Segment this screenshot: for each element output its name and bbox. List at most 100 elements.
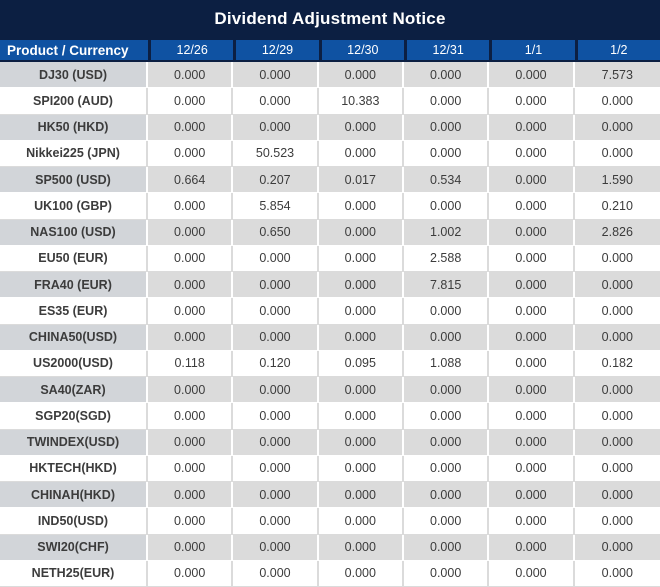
value-cell: 0.000 <box>148 377 234 404</box>
value-cell: 0.000 <box>318 62 404 89</box>
table-row: SA40(ZAR) 0.000 0.000 0.000 0.000 0.000 0.000 <box>0 377 660 404</box>
value-cell: 0.000 <box>318 140 404 167</box>
value-cell: 0.000 <box>148 219 234 246</box>
value-cell: 0.000 <box>148 62 234 89</box>
value-cell: 1.002 <box>403 219 490 246</box>
table-row: ES35 (EUR) 0.000 0.000 0.000 0.000 0.000 0.000 <box>0 298 660 325</box>
product-cell: SP500 (USD) <box>0 167 148 194</box>
value-cell: 0.000 <box>489 377 575 404</box>
product-cell: HKTECH(HKD) <box>0 455 148 482</box>
value-cell: 0.000 <box>233 324 319 351</box>
product-cell: SWI20(CHF) <box>0 534 148 561</box>
value-cell: 0.120 <box>233 350 319 377</box>
value-cell: 0.000 <box>403 455 490 482</box>
value-cell: 0.000 <box>574 508 660 535</box>
product-cell: ES35 (EUR) <box>0 298 148 325</box>
table-row: SWI20(CHF) 0.000 0.000 0.000 0.000 0.000 0.000 <box>0 534 660 561</box>
value-cell: 0.000 <box>318 403 404 430</box>
table-header-row: Product / Currency 12/26 12/29 12/30 12/… <box>0 38 660 62</box>
value-cell: 0.000 <box>489 193 575 220</box>
value-cell: 0.000 <box>148 508 234 535</box>
column-header-product: Product / Currency <box>0 38 148 62</box>
value-cell: 0.000 <box>318 298 404 325</box>
value-cell: 0.000 <box>233 429 319 456</box>
value-cell: 0.000 <box>148 140 234 167</box>
value-cell: 0.000 <box>574 482 660 509</box>
product-cell: EU50 (EUR) <box>0 245 148 272</box>
value-cell: 0.000 <box>148 429 234 456</box>
value-cell: 0.095 <box>318 350 404 377</box>
value-cell: 0.000 <box>403 298 490 325</box>
value-cell: 0.000 <box>403 324 490 351</box>
value-cell: 5.854 <box>233 193 319 220</box>
table-row: US2000(USD) 0.118 0.120 0.095 1.088 0.000 0.18… <box>0 350 660 377</box>
value-cell: 2.588 <box>403 245 490 272</box>
column-header-date: 1/2 <box>574 38 660 62</box>
table-row: NETH25(EUR) 0.000 0.000 0.000 0.000 0.000 0.00… <box>0 560 660 587</box>
value-cell: 1.590 <box>574 167 660 194</box>
value-cell: 0.000 <box>489 114 575 141</box>
value-cell: 7.815 <box>403 272 490 299</box>
value-cell: 0.000 <box>148 114 234 141</box>
table-row: SP500 (USD) 0.664 0.207 0.017 0.534 0.000 1.59… <box>0 167 660 194</box>
value-cell: 0.000 <box>148 298 234 325</box>
value-cell: 0.000 <box>403 508 490 535</box>
value-cell: 0.000 <box>233 534 319 561</box>
dividend-table: Product / Currency 12/26 12/29 12/30 12/… <box>0 38 660 587</box>
value-cell: 0.650 <box>233 219 319 246</box>
value-cell: 0.000 <box>489 219 575 246</box>
product-cell: Nikkei225 (JPN) <box>0 140 148 167</box>
value-cell: 0.000 <box>574 324 660 351</box>
value-cell: 0.000 <box>574 377 660 404</box>
table-row: HK50 (HKD) 0.000 0.000 0.000 0.000 0.000 0.000 <box>0 114 660 141</box>
value-cell: 0.000 <box>148 245 234 272</box>
value-cell: 0.000 <box>233 482 319 509</box>
value-cell: 0.000 <box>574 114 660 141</box>
value-cell: 0.000 <box>318 324 404 351</box>
value-cell: 0.000 <box>489 140 575 167</box>
value-cell: 0.000 <box>489 88 575 115</box>
value-cell: 0.000 <box>403 482 490 509</box>
value-cell: 0.000 <box>318 482 404 509</box>
column-header-date: 12/29 <box>233 38 319 62</box>
product-cell: UK100 (GBP) <box>0 193 148 220</box>
table-row: FRA40 (EUR) 0.000 0.000 0.000 7.815 0.000 0.00… <box>0 272 660 299</box>
value-cell: 0.000 <box>148 455 234 482</box>
value-cell: 7.573 <box>574 62 660 89</box>
value-cell: 0.000 <box>318 193 404 220</box>
product-cell: DJ30 (USD) <box>0 62 148 89</box>
value-cell: 0.000 <box>403 377 490 404</box>
table-row: CHINAH(HKD) 0.000 0.000 0.000 0.000 0.000 0.00… <box>0 482 660 509</box>
value-cell: 0.000 <box>148 560 234 587</box>
table-row: HKTECH(HKD) 0.000 0.000 0.000 0.000 0.000 0.00… <box>0 455 660 482</box>
product-cell: NAS100 (USD) <box>0 219 148 246</box>
value-cell: 0.000 <box>489 167 575 194</box>
value-cell: 0.000 <box>233 298 319 325</box>
value-cell: 50.523 <box>233 140 319 167</box>
product-cell: SGP20(SGD) <box>0 403 148 430</box>
product-cell: SPI200 (AUD) <box>0 88 148 115</box>
product-cell: CHINA50(USD) <box>0 324 148 351</box>
value-cell: 0.000 <box>318 219 404 246</box>
table-row: CHINA50(USD) 0.000 0.000 0.000 0.000 0.000 0.0… <box>0 324 660 351</box>
value-cell: 0.000 <box>318 245 404 272</box>
value-cell: 0.000 <box>403 403 490 430</box>
value-cell: 0.000 <box>318 455 404 482</box>
column-header-date: 12/31 <box>403 38 490 62</box>
value-cell: 0.000 <box>148 88 234 115</box>
value-cell: 0.000 <box>489 272 575 299</box>
table-row: SGP20(SGD) 0.000 0.000 0.000 0.000 0.000 0.000 <box>0 403 660 430</box>
table-body: DJ30 (USD) 0.000 0.000 0.000 0.000 0.000 7.573… <box>0 62 660 587</box>
value-cell: 0.000 <box>233 377 319 404</box>
value-cell: 0.000 <box>233 403 319 430</box>
value-cell: 0.000 <box>148 482 234 509</box>
table-row: TWINDEX(USD) 0.000 0.000 0.000 0.000 0.000 0.0… <box>0 429 660 456</box>
value-cell: 0.000 <box>148 193 234 220</box>
product-cell: HK50 (HKD) <box>0 114 148 141</box>
table-row: SPI200 (AUD) 0.000 0.000 10.383 0.000 0.000 0.… <box>0 88 660 115</box>
value-cell: 0.000 <box>318 429 404 456</box>
product-cell: US2000(USD) <box>0 350 148 377</box>
value-cell: 0.000 <box>403 560 490 587</box>
product-cell: SA40(ZAR) <box>0 377 148 404</box>
